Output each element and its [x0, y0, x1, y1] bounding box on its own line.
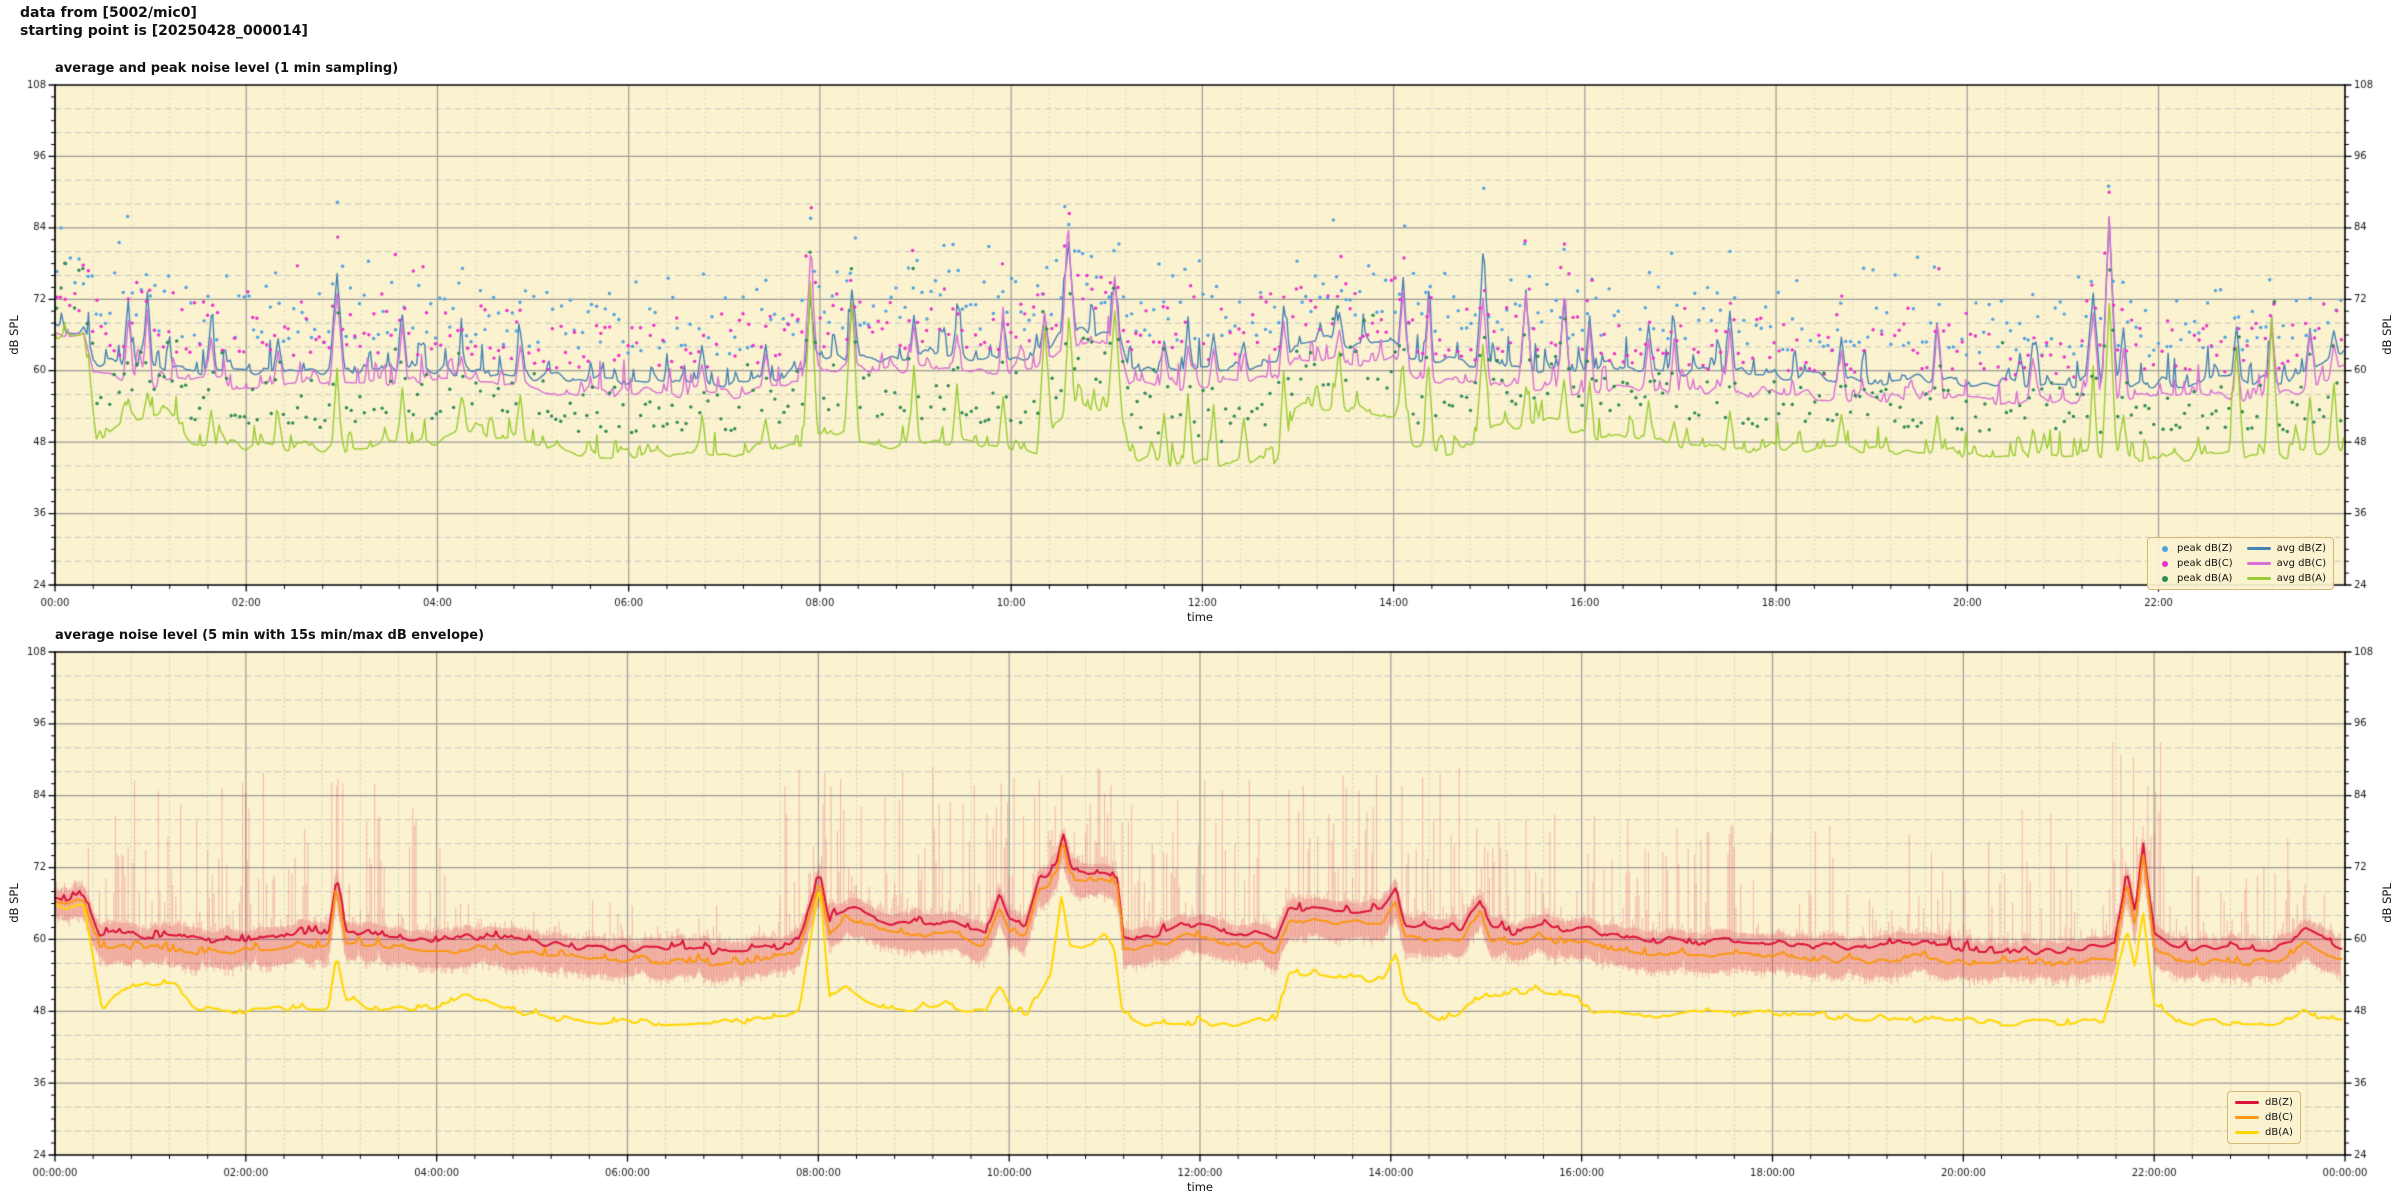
line-swatch-icon: [2246, 576, 2271, 581]
top-legend-column-1: avg dB(Z) avg dB(C) avg dB(A): [2246, 542, 2327, 585]
top-chart-legend: peak dB(Z) peak dB(C) peak dB(A) avg dB(Z) a…: [2147, 537, 2335, 590]
bottom-xaxis-label: time: [1187, 1180, 1213, 1194]
top-legend-label: avg dB(A): [2276, 573, 2327, 584]
bottom-yaxis-label-right: dB SPL: [2380, 883, 2394, 923]
top-legend-label: avg dB(C): [2276, 558, 2327, 569]
top-legend-item: avg dB(A): [2246, 572, 2327, 585]
top-legend-item: avg dB(C): [2246, 557, 2327, 570]
dot-swatch-icon: [2162, 560, 2168, 567]
top-legend-item: peak dB(A): [2155, 572, 2233, 585]
top-legend-item: peak dB(C): [2155, 557, 2233, 570]
bottom-legend-item: dB(A): [2235, 1126, 2293, 1139]
line-swatch-icon: [2235, 1100, 2259, 1105]
bottom-legend-column-0: dB(Z) dB(C) dB(A): [2235, 1096, 2293, 1139]
top-legend-label: avg dB(Z): [2276, 543, 2327, 554]
top-yaxis-label-right: dB SPL: [2380, 315, 2394, 355]
line-swatch-icon: [2246, 561, 2271, 566]
bottom-chart-legend: dB(Z) dB(C) dB(A): [2227, 1091, 2301, 1144]
line-swatch-icon: [2246, 546, 2271, 551]
line-swatch-icon: [2235, 1115, 2259, 1120]
bottom-chart-title: average noise level (5 min with 15s min/…: [55, 628, 485, 643]
dot-swatch-icon: [2162, 575, 2168, 582]
top-legend-item: avg dB(Z): [2246, 542, 2327, 555]
header-line1: data from [5002/mic0]: [20, 5, 197, 21]
top-legend-item: peak dB(Z): [2155, 542, 2233, 555]
header-line2: starting point is [20250428_000014]: [20, 23, 308, 39]
top-legend-label: peak dB(C): [2177, 558, 2233, 569]
top-yaxis-label-left: dB SPL: [7, 315, 21, 355]
bottom-legend-label: dB(A): [2265, 1127, 2293, 1138]
bottom-legend-item: dB(Z): [2235, 1096, 2293, 1109]
top-xaxis-label: time: [1187, 610, 1213, 624]
bottom-yaxis-label-left: dB SPL: [7, 883, 21, 923]
top-legend-label: peak dB(Z): [2177, 543, 2233, 554]
dot-swatch-icon: [2162, 545, 2168, 552]
top-chart-title: average and peak noise level (1 min samp…: [55, 61, 399, 76]
top-legend-label: peak dB(A): [2177, 573, 2233, 584]
bottom-legend-label: dB(C): [2265, 1112, 2293, 1123]
top-legend-column-0: peak dB(Z) peak dB(C) peak dB(A): [2155, 542, 2233, 585]
bottom-legend-label: dB(Z): [2265, 1097, 2293, 1108]
line-swatch-icon: [2235, 1130, 2259, 1135]
bottom-legend-item: dB(C): [2235, 1111, 2293, 1124]
